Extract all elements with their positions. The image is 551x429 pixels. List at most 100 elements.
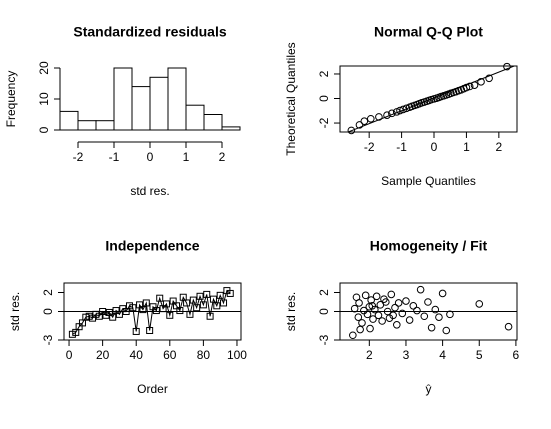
point xyxy=(405,316,414,324)
point xyxy=(176,307,184,315)
bar xyxy=(167,67,187,131)
point xyxy=(129,304,137,312)
x-tick-label: 100 xyxy=(227,348,247,362)
y-tick-label: 0 xyxy=(317,308,331,315)
panel-title: Standardized residuals xyxy=(73,24,226,40)
x-tick-label: -2 xyxy=(73,150,84,164)
point xyxy=(139,306,147,314)
point xyxy=(402,297,410,305)
x-tick-label: -1 xyxy=(396,140,407,154)
point xyxy=(162,300,170,308)
x-tick-label: -2 xyxy=(364,140,375,154)
y-axis-label: std res. xyxy=(284,292,298,331)
point xyxy=(374,311,383,320)
x-tick-label: 2 xyxy=(219,150,226,164)
y-tick-label: -2 xyxy=(317,117,331,128)
x-tick-label: 6 xyxy=(513,348,520,362)
point xyxy=(372,292,381,301)
point xyxy=(166,311,174,319)
point xyxy=(146,327,154,334)
point xyxy=(213,302,221,310)
y-tick-label: 10 xyxy=(37,92,51,106)
point xyxy=(462,83,471,92)
point xyxy=(446,310,454,319)
point xyxy=(389,311,397,320)
bar xyxy=(95,120,115,131)
x-tick-label: 20 xyxy=(96,348,110,362)
x-tick-label: 1 xyxy=(463,140,470,154)
point xyxy=(396,106,404,115)
x-tick-label: 2 xyxy=(496,140,503,154)
point xyxy=(355,121,364,129)
y-axis-label: Theoretical Quantiles xyxy=(284,42,298,155)
bar xyxy=(131,86,151,131)
point xyxy=(402,104,411,113)
point xyxy=(416,285,425,294)
point xyxy=(216,291,224,299)
point xyxy=(383,111,391,119)
x-axis-label: Sample Quantiles xyxy=(381,174,476,188)
bar xyxy=(203,114,223,131)
point xyxy=(193,304,201,312)
point xyxy=(354,313,363,322)
point xyxy=(485,74,493,83)
point xyxy=(398,309,407,318)
point xyxy=(438,289,447,298)
point xyxy=(368,302,377,310)
point xyxy=(366,324,374,333)
x-tick-label: 4 xyxy=(439,348,446,362)
point xyxy=(375,113,383,121)
point xyxy=(358,319,366,327)
point xyxy=(465,82,474,91)
y-tick-label: 2 xyxy=(41,289,55,296)
point xyxy=(132,327,140,335)
point xyxy=(360,117,369,126)
point xyxy=(363,310,372,319)
bar xyxy=(149,76,169,131)
point xyxy=(388,109,396,118)
point xyxy=(378,317,386,325)
point xyxy=(152,307,160,315)
point xyxy=(383,307,392,316)
x-tick-label: 0 xyxy=(147,150,154,164)
point xyxy=(393,321,401,329)
point xyxy=(382,298,390,306)
point xyxy=(371,305,379,314)
point xyxy=(209,295,217,303)
point xyxy=(431,305,440,314)
point xyxy=(391,303,399,312)
panel-title: Normal Q-Q Plot xyxy=(374,24,483,40)
point xyxy=(156,294,164,302)
point xyxy=(226,289,234,297)
y-tick-label: -3 xyxy=(317,334,331,345)
point xyxy=(420,312,429,321)
x-tick-label: 60 xyxy=(163,348,177,362)
point xyxy=(142,299,150,307)
bar xyxy=(185,104,205,131)
y-axis-label: Frequency xyxy=(4,71,18,128)
panel-title: Homogeneity / Fit xyxy=(370,238,488,254)
point xyxy=(394,299,403,307)
x-tick-label: 0 xyxy=(431,140,438,154)
point xyxy=(356,325,364,334)
x-axis-label: std res. xyxy=(130,184,169,198)
point xyxy=(503,62,511,71)
point xyxy=(206,312,214,320)
y-tick-label: 0 xyxy=(317,95,331,102)
x-axis-label: ŷ xyxy=(426,382,432,396)
bar xyxy=(113,67,133,131)
y-tick-label: 20 xyxy=(37,61,51,75)
point xyxy=(435,313,443,322)
point xyxy=(196,292,204,300)
y-tick-label: 0 xyxy=(37,126,51,133)
point xyxy=(199,301,207,309)
point xyxy=(109,313,117,321)
x-tick-label: 40 xyxy=(130,348,144,362)
point xyxy=(387,290,396,299)
point xyxy=(409,302,418,310)
x-tick-label: -1 xyxy=(109,150,120,164)
panel-title: Independence xyxy=(105,238,199,254)
x-tick-label: 2 xyxy=(366,348,373,362)
point xyxy=(427,323,436,332)
